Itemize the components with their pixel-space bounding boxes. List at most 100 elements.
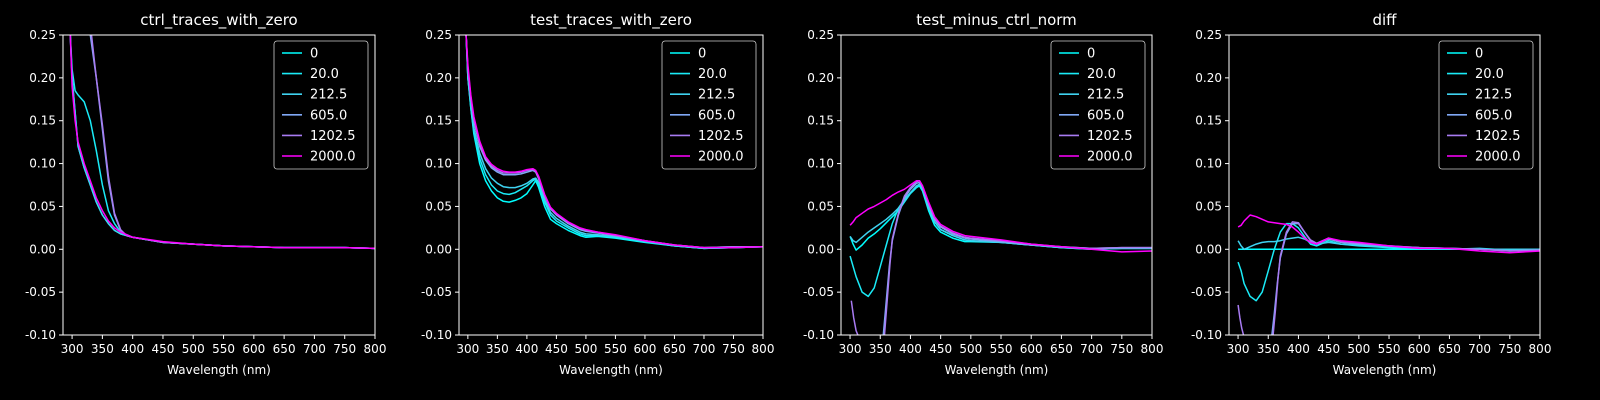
x-tick-label: 500 [574, 342, 597, 356]
legend-label: 212.5 [1087, 88, 1124, 103]
x-tick-label: 700 [693, 342, 716, 356]
series-group [465, 35, 763, 250]
legend-label: 0 [698, 47, 706, 62]
legend-label: 605.0 [310, 108, 347, 123]
y-tick-label: 0.25 [425, 28, 452, 42]
y-tick-label: 0.20 [425, 71, 452, 85]
y-tick-label: 0.00 [29, 242, 56, 256]
y-tick-label: 0.10 [1195, 157, 1222, 171]
chart-title: ctrl_traces_with_zero [140, 11, 297, 30]
series-line-2000.0 [69, 35, 375, 250]
legend-label: 2000.0 [1087, 150, 1133, 165]
x-tick-label: 400 [121, 342, 144, 356]
legend: 0 20.0 212.5 605.0 1202.5 2000.0 [661, 40, 757, 170]
x-axis-label: Wavelength (nm) [559, 363, 663, 377]
series-line-20.0 [1237, 222, 1540, 302]
legend-label: 20.0 [1475, 67, 1504, 82]
series-line-1202.5 [1237, 304, 1245, 335]
legend-label: 212.5 [698, 88, 735, 103]
y-tick-label: -0.05 [803, 285, 834, 299]
legend-label: 2000.0 [310, 150, 356, 165]
legend-label: 0 [1475, 47, 1483, 62]
y-tick-label: 0.20 [1195, 71, 1222, 85]
y-tick-label: 0.25 [29, 28, 56, 42]
x-tick-label: 750 [1498, 342, 1521, 356]
y-tick-label: 0.15 [29, 114, 56, 128]
x-tick-label: 500 [959, 342, 982, 356]
y-tick-label: -0.05 [421, 285, 452, 299]
x-tick-label: 700 [1468, 342, 1491, 356]
series-line-2000.0 [1237, 214, 1540, 254]
axes-frame [458, 34, 764, 336]
x-tick-label: 750 [722, 342, 745, 356]
legend-label: 1202.5 [1475, 129, 1521, 144]
legend-label: 1202.5 [1087, 129, 1133, 144]
x-axis-label: Wavelength (nm) [945, 363, 1049, 377]
series-group [69, 35, 375, 250]
x-tick-label: 350 [91, 342, 114, 356]
series-line-1202.5 [883, 179, 1152, 335]
legend-label: 2000.0 [1475, 150, 1521, 165]
legend-label: 605.0 [698, 108, 735, 123]
y-tick-label: 0.15 [807, 114, 834, 128]
x-tick-label: 300 [1227, 342, 1250, 356]
y-tick-label: -0.05 [25, 285, 56, 299]
legend-label: 0 [310, 47, 318, 62]
x-tick-label: 400 [1287, 342, 1310, 356]
x-tick-label: 650 [1438, 342, 1461, 356]
series-line-2000.0 [849, 179, 1152, 253]
axes-frame [1228, 34, 1541, 336]
chart-panel-3: test_minus_ctrl_norm Wavelength (nm) 300 35… [803, 11, 1164, 377]
series-group [849, 179, 1152, 335]
y-tick-label: 0.20 [29, 71, 56, 85]
x-tick-label: 550 [212, 342, 235, 356]
legend: 0 20.0 212.5 605.0 1202.5 2000.0 [1438, 40, 1534, 170]
series-line-605.0 [882, 181, 1152, 335]
y-tick-label: 0.25 [807, 28, 834, 42]
legend: 0 20.0 212.5 605.0 1202.5 2000.0 [273, 40, 369, 170]
x-tick-label: 450 [152, 342, 175, 356]
y-tick-label: -0.05 [1191, 285, 1222, 299]
y-tick-label: -0.10 [803, 328, 834, 342]
series-line-212.5 [465, 35, 763, 250]
x-tick-label: 550 [990, 342, 1013, 356]
y-tick-label: 0.10 [29, 157, 56, 171]
x-tick-label: 400 [515, 342, 538, 356]
legend-label: 212.5 [310, 88, 347, 103]
x-tick-label: 500 [182, 342, 205, 356]
series-line-2000.0 [465, 35, 763, 249]
chart-panel-2: test_traces_with_zero Wavelength (nm) 300 3… [421, 11, 775, 377]
legend-label: 605.0 [1475, 108, 1512, 123]
y-tick-label: 0.20 [807, 71, 834, 85]
legend-label: 20.0 [1087, 67, 1116, 82]
x-tick-label: 600 [633, 342, 656, 356]
x-axis-label: Wavelength (nm) [167, 363, 271, 377]
axes-frame [840, 34, 1153, 336]
x-tick-label: 400 [899, 342, 922, 356]
x-tick-label: 650 [663, 342, 686, 356]
y-tick-label: 0.15 [1195, 114, 1222, 128]
y-tick-label: 0.15 [425, 114, 452, 128]
x-tick-label: 350 [486, 342, 509, 356]
chart-title: diff [1372, 11, 1397, 29]
series-group [1237, 214, 1540, 335]
legend-label: 1202.5 [698, 129, 744, 144]
y-tick-label: 0.10 [425, 157, 452, 171]
x-tick-label: 550 [604, 342, 627, 356]
legend: 0 20.0 212.5 605.0 1202.5 2000.0 [1050, 40, 1146, 170]
y-tick-label: 0.05 [29, 199, 56, 213]
x-tick-label: 600 [1020, 342, 1043, 356]
x-tick-label: 800 [364, 342, 387, 356]
x-tick-label: 650 [1050, 342, 1073, 356]
x-tick-label: 750 [333, 342, 356, 356]
legend-label: 1202.5 [310, 129, 356, 144]
x-tick-label: 600 [242, 342, 265, 356]
x-tick-label: 450 [545, 342, 568, 356]
y-tick-label: -0.10 [25, 328, 56, 342]
y-tick-label: 0.25 [1195, 28, 1222, 42]
x-tick-label: 450 [929, 342, 952, 356]
chart-title: test_traces_with_zero [530, 11, 692, 30]
chart-title: test_minus_ctrl_norm [916, 11, 1077, 30]
legend-label: 0 [1087, 47, 1095, 62]
